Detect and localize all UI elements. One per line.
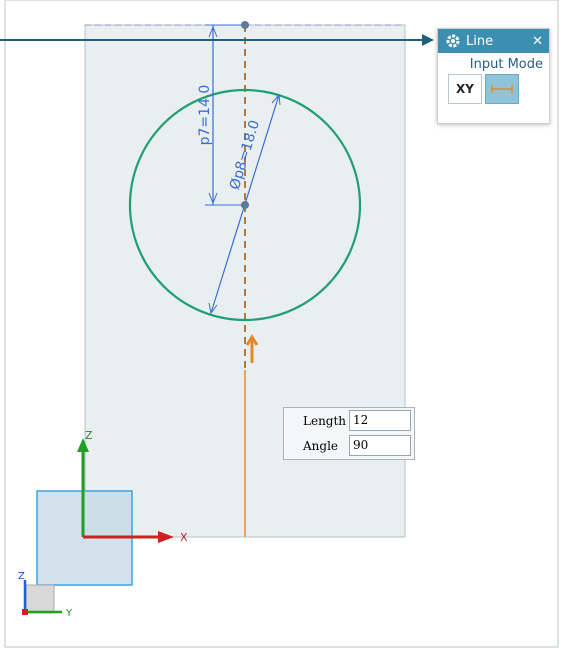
mini-origin xyxy=(22,609,28,615)
gear-icon[interactable] xyxy=(446,34,460,48)
dialog-header: Line ✕ xyxy=(438,29,549,53)
field-label: Length xyxy=(303,413,347,428)
x-head xyxy=(158,531,174,543)
close-button[interactable]: ✕ xyxy=(532,33,543,49)
axis-label: Z xyxy=(18,571,25,582)
direction-arrow xyxy=(245,334,259,363)
axis-label: Y xyxy=(65,608,73,619)
dim-text: p7=14.0 xyxy=(197,85,213,146)
mini-cube xyxy=(25,584,55,614)
parameter-button[interactable] xyxy=(485,74,519,104)
xy-button[interactable]: XY xyxy=(448,74,482,104)
line-dialog: Line ✕ Input Mode XY xyxy=(437,28,550,124)
dia-arrows xyxy=(208,93,281,315)
dialog-title: Line xyxy=(466,33,494,49)
input-box: Length 12 Angle 90 xyxy=(283,407,415,460)
axis-label: Z xyxy=(85,429,93,442)
angle-field[interactable]: 90 xyxy=(349,435,411,456)
callout-head xyxy=(422,34,434,46)
z-head xyxy=(77,438,89,452)
length-field[interactable]: 12 xyxy=(349,410,411,431)
axis-label: X xyxy=(180,531,188,544)
input-mode-label: Input Mode xyxy=(469,57,543,72)
field-label: Angle xyxy=(303,438,339,453)
circle xyxy=(128,88,362,322)
point xyxy=(241,21,249,29)
dim-arrows xyxy=(208,25,218,205)
point xyxy=(241,201,249,209)
